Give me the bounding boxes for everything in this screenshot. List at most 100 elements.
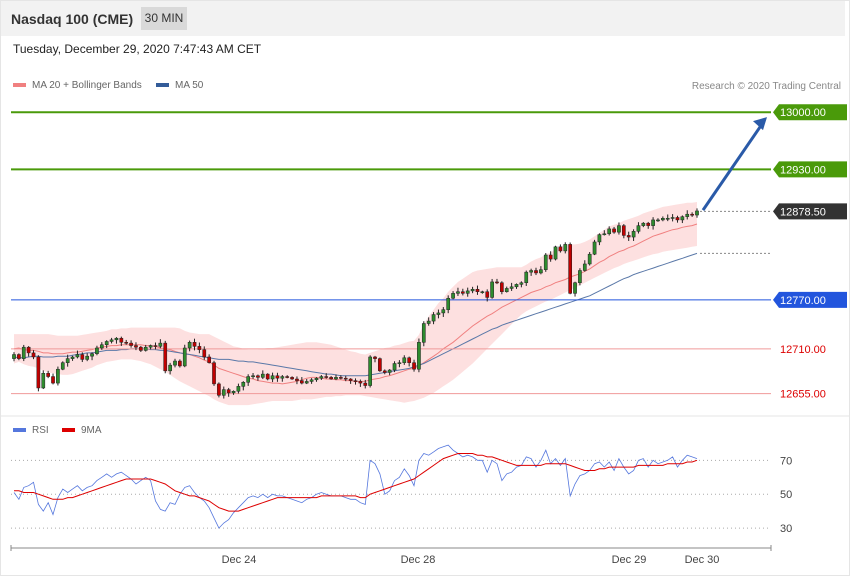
candle [641,222,646,226]
level-label-3: 12770.00 [780,295,826,307]
x-tick-label: Dec 29 [612,554,647,566]
candle [304,381,309,384]
candle [460,291,465,294]
candle [265,373,270,380]
candle [260,373,265,378]
candle [295,378,299,381]
timeframe-button[interactable]: 30 MIN [141,7,187,30]
candle [217,383,221,396]
candle [539,269,543,274]
candle [602,233,607,236]
candle [21,346,26,359]
candle [46,373,50,377]
candle [202,349,207,358]
candle [178,360,182,367]
candle [685,213,690,217]
legend-rsi-ma: 9MA [62,425,102,436]
legend-rsi-ma-label: 9MA [81,425,102,436]
candle [534,270,538,274]
legend-rsi: RSI [13,425,49,436]
candle [412,362,416,370]
candle [695,210,699,216]
forecast-arrowhead [753,117,767,131]
candle [397,362,402,364]
candle [509,286,514,289]
bollinger-band [14,202,697,406]
candle [339,377,343,379]
candle [519,282,524,285]
legend-ma20-label: MA 20 + Bollinger Bands [32,80,142,91]
candle [158,342,163,347]
candle [373,356,377,359]
candle [382,370,387,373]
candle [407,357,411,363]
forecast-arrow [701,123,764,211]
candle [368,356,372,386]
candle [587,253,592,265]
legend-ma50: MA 50 [156,80,203,91]
rsi-line [13,444,698,529]
candle [251,375,255,377]
candle [60,362,65,370]
candle [319,376,324,379]
candle [226,389,231,394]
candle [85,355,90,360]
candle [329,377,333,380]
candle [387,369,392,373]
candle [280,376,285,379]
candle [656,219,660,222]
ma20-swatch [13,83,26,88]
level-label-0: 13000.00 [780,107,826,119]
candle [456,291,460,294]
candle [436,312,441,315]
candle [290,377,294,380]
candle [441,309,446,314]
level-tag-0 [773,104,847,121]
candle [675,217,680,221]
level-tag-1 [773,161,847,178]
candle [129,342,133,346]
candle [582,263,587,271]
candle [26,346,31,354]
rsi-swatch [13,428,26,433]
level-tag-3 [773,291,847,308]
rsi-tick-50: 50 [780,489,792,501]
ma50-line [13,252,698,377]
candle [192,342,197,347]
candle [490,281,494,298]
candle [12,354,16,359]
legend-ma20: MA 20 + Bollinger Bands [13,80,142,91]
candle [690,213,694,216]
candle [75,354,80,358]
candle [548,254,553,260]
candle [661,218,665,221]
candle [153,345,158,347]
level-tag-2 [773,203,847,220]
rsi-ma-swatch [62,428,75,433]
legend-rsi-label: RSI [32,425,49,436]
candle [143,346,148,351]
candle [417,342,421,370]
candle [358,381,363,384]
candle [221,389,226,396]
level-label-2: 12878.50 [780,206,826,218]
candle [70,356,75,359]
candle [314,377,319,381]
chart-header: Nasdaq 100 (CME) 30 MIN [0,0,845,36]
candle [500,282,504,292]
candle [665,218,670,220]
candle [646,222,651,226]
ma50-swatch [156,83,169,88]
candle [617,225,621,233]
candle [451,293,455,299]
candle [636,225,641,232]
candle [241,382,246,387]
legend-ma50-label: MA 50 [175,80,204,91]
candle [495,281,499,284]
candle [363,382,368,386]
candle [426,320,431,324]
candle [99,344,104,349]
candle [31,352,36,358]
candle [95,347,99,354]
